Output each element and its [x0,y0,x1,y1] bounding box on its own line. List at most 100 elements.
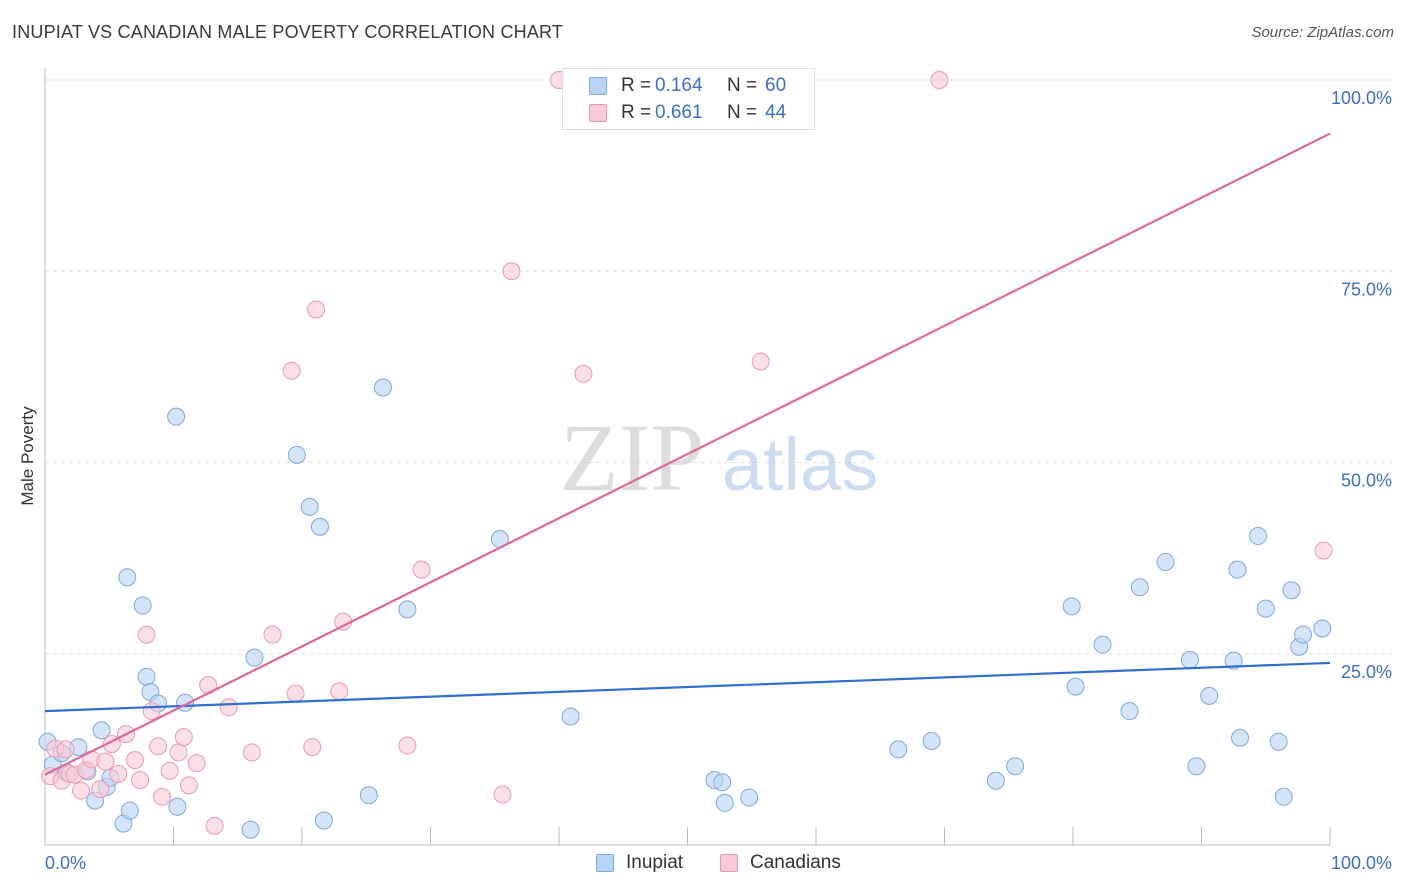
y-tick-label: 100.0% [1331,88,1392,108]
inupiat-point [1180,650,1199,669]
inupiat-point [373,378,392,397]
canadians-point [219,698,238,717]
inupiat-point [137,667,156,686]
canadians-point [131,770,150,789]
canadians-point [179,776,198,795]
inupiat-point [1274,787,1293,806]
y-tick-label: 25.0% [1341,662,1392,682]
inupiat-point [1093,635,1112,654]
inupiat-point [1156,552,1175,571]
inupiat-swatch [589,77,607,95]
inupiat-point [740,788,759,807]
series-inupiat-points [38,378,1332,839]
canadians-point [137,625,156,644]
inupiat-point [245,648,264,667]
inupiat-point [310,517,329,536]
inupiat-point [986,771,1005,790]
inupiat-point [359,786,378,805]
canadians-point [330,682,349,701]
inupiat-point [241,820,260,839]
trend-lines [44,132,1331,776]
axes [44,68,1331,846]
inupiat-point [1130,578,1149,597]
canadians-point [169,743,188,762]
r-value: 0.164 [655,75,703,96]
inupiat-point [118,568,137,587]
canadians-point [71,781,90,800]
canadians-point [174,728,193,747]
n-label: N = [727,102,758,123]
inupiat-point [1187,757,1206,776]
x-tick-label: 0.0% [45,853,86,873]
stats-legend: R = 0.164 N = 60 R = 0.661 N = 44 [562,68,815,130]
inupiat-point [1249,526,1268,545]
inupiat-point [167,407,186,426]
series-canadians-points [41,71,1333,835]
canadians-point [187,754,206,773]
canadians-point [574,364,593,383]
source-credit: Source: ZipAtlas.com [1251,24,1394,41]
inupiat-point [1282,581,1301,600]
canadians-point [286,684,305,703]
canadians-point [91,780,110,799]
inupiat-point [889,740,908,759]
canadians-point [160,761,179,780]
n-value: 44 [765,102,787,123]
inupiat-point [1120,702,1139,721]
canadians-point [125,751,144,770]
inupiat-point [1062,597,1081,616]
watermark-atlas: atlas [722,423,878,506]
inupiat-swatch [596,854,614,872]
legend-label: Inupiat [626,852,684,873]
inupiat-point [1231,728,1250,747]
canadians-point [493,785,512,804]
chart-title: INUPIAT VS CANADIAN MALE POVERTY CORRELA… [12,22,564,42]
canadians-point [152,787,171,806]
canadians-point [263,625,282,644]
inupiat-point [92,721,111,740]
canadians-point [96,752,115,771]
inupiat-point [561,707,580,726]
canadians-point [242,743,261,762]
r-label: R = [621,102,652,123]
inupiat-point [713,773,732,792]
canadians-swatch [720,854,738,872]
tick-labels: 25.0% 50.0% 75.0% 100.0% 0.0% 100.0% [45,88,1392,873]
canadians-point [109,764,128,783]
inupiat-point [314,811,333,830]
inupiat-point [1006,757,1025,776]
canadians-swatch [589,104,607,122]
inupiat-point [715,793,734,812]
canadians-point [751,352,770,371]
canadians-point [149,737,168,756]
inupiat-point [1224,651,1243,670]
inupiat-point [120,801,139,820]
n-value: 60 [765,75,787,96]
inupiat-point [398,600,417,619]
inupiat-trend-line [44,661,1331,713]
r-value: 0.661 [655,102,703,123]
inupiat-point [133,596,152,615]
inupiat-point [1200,686,1219,705]
canadians-point [307,300,326,319]
canadians-point [303,738,322,757]
canadians-point [930,71,949,89]
inupiat-point [1294,625,1313,644]
n-label: N = [727,75,758,96]
canadians-point [334,612,353,631]
canadians-point [412,560,431,579]
inupiat-point [287,445,306,464]
canadians-point [282,361,301,380]
x-tick-label: 100.0% [1331,853,1392,873]
legend-label: Canadians [750,852,841,873]
y-tick-label: 75.0% [1341,279,1392,299]
inupiat-point [1066,677,1085,696]
inupiat-point [1313,619,1332,638]
canadians-point [398,736,417,755]
inupiat-point [1269,732,1288,751]
canadians-point [1314,541,1333,560]
canadians-point [205,816,224,835]
canadians-trend-line [44,132,1331,776]
canadians-point [502,262,521,281]
